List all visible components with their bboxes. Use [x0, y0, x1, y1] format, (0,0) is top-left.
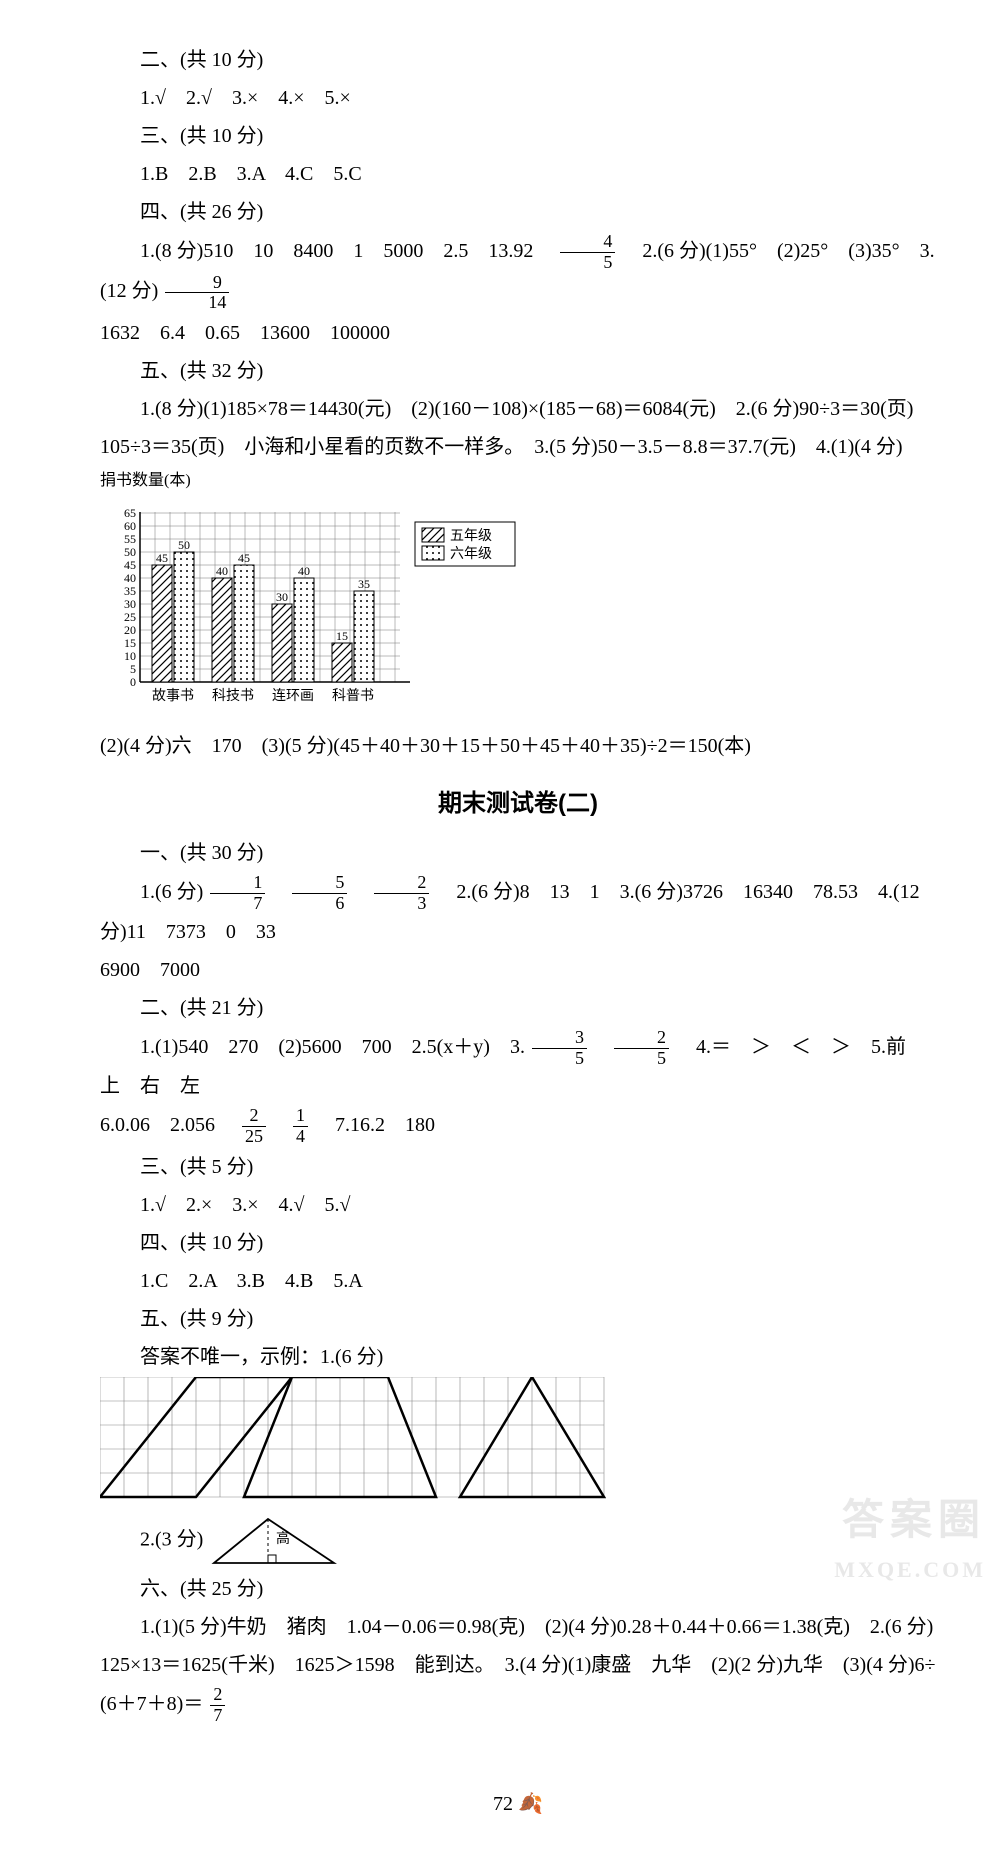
sec4-q1-prefix: 1.(8 分)510 10 8400 1 5000 2.5 13.92: [140, 240, 553, 262]
b2-f1: 35: [532, 1028, 587, 1069]
svg-text:45: 45: [124, 558, 136, 572]
triangle-height-icon: 高: [208, 1513, 338, 1569]
title2: 期末测试卷(二): [100, 782, 936, 825]
svg-text:60: 60: [124, 519, 136, 533]
sec5-header: 五、(共 32 分): [100, 353, 936, 389]
cat: 科技书: [212, 688, 254, 704]
b6-f1: 27: [210, 1685, 225, 1726]
sec4-frac1: 45: [560, 232, 615, 273]
svg-text:50: 50: [124, 545, 136, 559]
page-num-text: 72: [493, 1793, 513, 1815]
bar-lbl: 35: [358, 577, 370, 591]
sec4-line2: 1632 6.4 0.65 13600 100000: [100, 315, 936, 351]
sec4-header: 四、(共 26 分): [100, 194, 936, 230]
b4-items: 1.C 2.A 3.B 4.B 5.A: [100, 1263, 936, 1299]
b2-f4: 14: [293, 1106, 308, 1147]
b5-header: 五、(共 9 分): [100, 1301, 936, 1337]
sec5-line3: (2)(4 分)六 170 (3)(5 分)(45＋40＋30＋15＋50＋45…: [100, 728, 936, 764]
b5-line2: 2.(3 分) 高: [100, 1513, 936, 1569]
b5-l2: 2.(3 分): [140, 1529, 203, 1551]
b2-l2a: 6.0.06 2.056: [100, 1114, 235, 1136]
b1-f3: 23: [374, 873, 429, 914]
svg-text:20: 20: [124, 623, 136, 637]
chart-ylabel: 捐书数量(本): [100, 467, 936, 496]
sec5-line2: 105÷3＝35(页) 小海和小星看的页数不一样多。 3.(5 分)50－3.5…: [100, 429, 936, 465]
b4-header: 四、(共 10 分): [100, 1225, 936, 1261]
b6-line1: 1.(1)(5 分)牛奶 猪肉 1.04－0.06＝0.98(克) (2)(4 …: [100, 1609, 936, 1645]
sec4-line1: 1.(8 分)510 10 8400 1 5000 2.5 13.92 45 2…: [100, 232, 936, 313]
b1-line2: 6900 7000: [100, 952, 936, 988]
page-number: 72 🍂: [100, 1786, 936, 1822]
b1-prefix: 1.(6 分): [140, 881, 203, 903]
shapes-svg: [100, 1377, 606, 1499]
bar-lbl: 15: [336, 629, 348, 643]
b6-header: 六、(共 25 分): [100, 1571, 936, 1607]
svg-text:30: 30: [124, 597, 136, 611]
b2-line1: 1.(1)540 270 (2)5600 700 2.5(x＋y) 3. 35 …: [100, 1028, 936, 1105]
sec2-header: 二、(共 10 分): [100, 42, 936, 78]
b3-items: 1.√ 2.× 3.× 4.√ 5.√: [100, 1187, 936, 1223]
b6-line2: 125×13＝1625(千米) 1625＞1598 能到达。 3.(4 分)(1…: [100, 1647, 936, 1683]
legend1: 五年级: [450, 528, 492, 544]
svg-text:10: 10: [124, 649, 136, 663]
svg-text:0: 0: [130, 675, 136, 689]
bar-chart: 0510 152025 303540 455055 6065 45 50 40 …: [100, 502, 936, 724]
svg-text:55: 55: [124, 532, 136, 546]
bar-lbl: 40: [298, 564, 310, 578]
b1-f2: 56: [292, 873, 347, 914]
b5-line1: 答案不唯一，示例：1.(6 分): [100, 1339, 936, 1375]
bar-lbl: 30: [276, 590, 288, 604]
svg-text:5: 5: [130, 662, 136, 676]
sec5-line1: 1.(8 分)(1)185×78＝14430(元) (2)(160－108)×(…: [100, 391, 936, 427]
svg-text:65: 65: [124, 506, 136, 520]
bar-lbl: 45: [238, 551, 250, 565]
legend2: 六年级: [450, 546, 492, 562]
cat: 故事书: [152, 688, 194, 704]
b6-l3a: (6＋7＋8)＝: [100, 1693, 203, 1715]
svg-text:15: 15: [124, 636, 136, 650]
cat: 连环画: [272, 688, 314, 704]
svg-text:40: 40: [124, 571, 136, 585]
cat: 科普书: [332, 688, 374, 704]
b5-shapes: [100, 1377, 936, 1511]
b3-header: 三、(共 5 分): [100, 1149, 936, 1185]
bar-lbl: 40: [216, 564, 228, 578]
b2-header: 二、(共 21 分): [100, 990, 936, 1026]
b6-line3: (6＋7＋8)＝ 27: [100, 1685, 936, 1726]
svg-text:25: 25: [124, 610, 136, 624]
sec4-frac2: 914: [165, 273, 229, 314]
bar-chart-svg: 0510 152025 303540 455055 6065 45 50 40 …: [100, 502, 520, 712]
b2-l2b: 7.16.2 180: [315, 1114, 435, 1136]
tri-height-label: 高: [276, 1530, 290, 1547]
b2-f3: 225: [242, 1106, 266, 1147]
b2-line2: 6.0.06 2.056 225 14 7.16.2 180: [100, 1106, 936, 1147]
b1-line1: 1.(6 分) 17 56 23 2.(6 分)8 13 1 3.(6 分)37…: [100, 873, 936, 950]
sec3-header: 三、(共 10 分): [100, 118, 936, 154]
leaf-icon: 🍂: [518, 1793, 543, 1815]
b2-f2: 25: [614, 1028, 669, 1069]
b1-header: 一、(共 30 分): [100, 835, 936, 871]
bar-lbl: 50: [178, 538, 190, 552]
svg-text:35: 35: [124, 584, 136, 598]
bar-lbl: 45: [156, 551, 168, 565]
b1-f1: 17: [210, 873, 265, 914]
sec2-items: 1.√ 2.√ 3.× 4.× 5.×: [100, 80, 936, 116]
b2-l1a: 1.(1)540 270 (2)5600 700 2.5(x＋y) 3.: [140, 1036, 525, 1058]
sec3-items: 1.B 2.B 3.A 4.C 5.C: [100, 156, 936, 192]
